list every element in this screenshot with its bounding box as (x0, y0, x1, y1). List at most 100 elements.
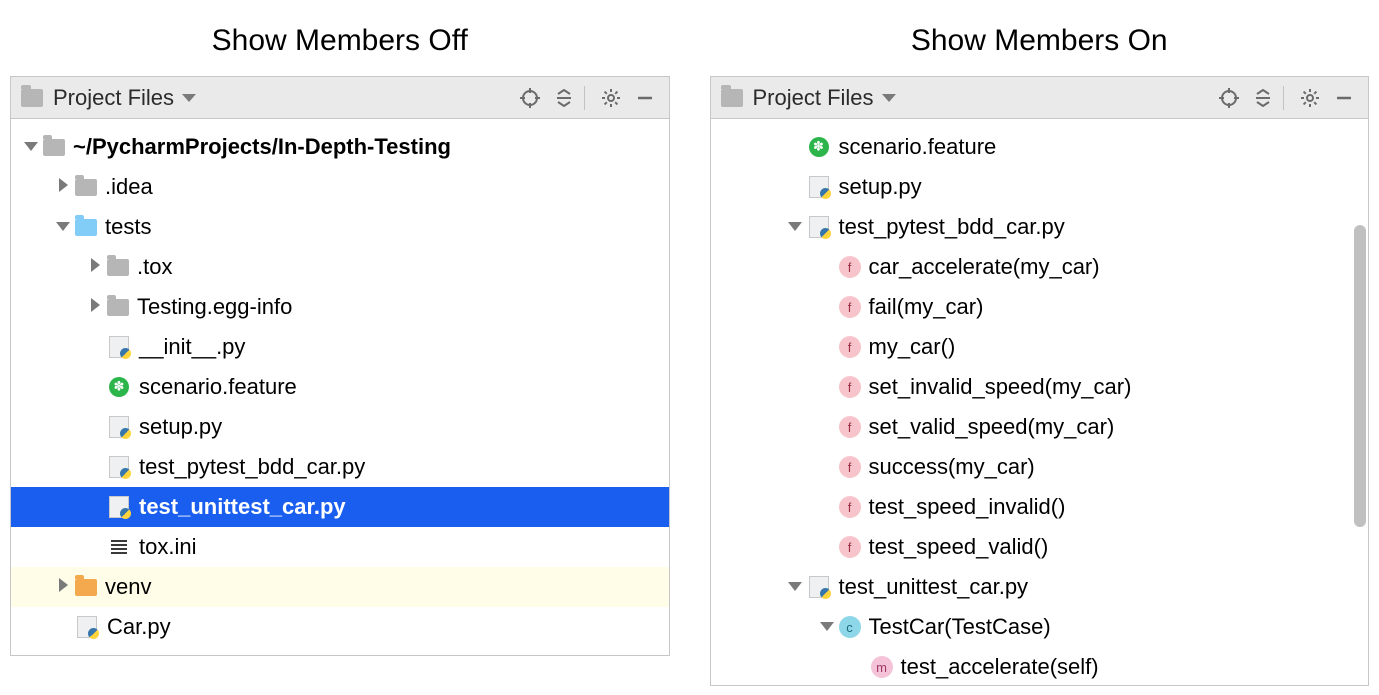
function-badge-icon: f (839, 336, 861, 358)
tree-item-label: .idea (105, 174, 153, 200)
tree-item-label: setup.py (139, 414, 222, 440)
tree-row[interactable]: ftest_speed_invalid() (711, 487, 1369, 527)
collapse-all-icon[interactable] (550, 84, 578, 112)
tree-row[interactable]: scenario.feature (711, 127, 1369, 167)
tree-row[interactable]: .tox (11, 247, 669, 287)
tree-row[interactable]: setup.py (11, 407, 669, 447)
tree-item-label: car_accelerate(my_car) (869, 254, 1100, 280)
tree-row[interactable]: test_pytest_bdd_car.py (711, 207, 1369, 247)
python-file-icon (807, 177, 831, 197)
folder-icon (107, 259, 129, 276)
tree-item-label: test_speed_valid() (869, 534, 1049, 560)
tree-arrow-collapsed-icon[interactable] (85, 258, 105, 277)
project-folder-icon (21, 89, 43, 107)
tree-arrow-expanded-icon[interactable] (21, 138, 41, 156)
tree-row[interactable]: ftest_speed_valid() (711, 527, 1369, 567)
python-file-icon (807, 217, 831, 237)
tree-arrow-collapsed-icon[interactable] (53, 178, 73, 197)
tree-row[interactable]: Testing.egg-info (11, 287, 669, 327)
tree-item-label: scenario.feature (839, 134, 997, 160)
tree-row[interactable]: tests (11, 207, 669, 247)
tree-left[interactable]: ~/PycharmProjects/In-Depth-Testing .idea t… (11, 119, 669, 655)
tree-item-label: test_unittest_car.py (839, 574, 1029, 600)
scrollbar-thumb[interactable] (1354, 225, 1366, 527)
tree-row[interactable]: test_pytest_bdd_car.py (11, 447, 669, 487)
project-dropdown-label[interactable]: Project Files (753, 85, 874, 111)
locate-icon[interactable] (1215, 84, 1243, 112)
tree-item-label: success(my_car) (869, 454, 1035, 480)
tree-item-label: .tox (137, 254, 172, 280)
function-badge-icon: f (839, 296, 861, 318)
python-file-icon (75, 617, 99, 637)
python-file-icon (107, 337, 131, 357)
tree-row[interactable]: mtest_accelerate(self) (711, 647, 1369, 687)
tree-item-label: my_car() (869, 334, 956, 360)
tree-row[interactable]: Car.py (11, 607, 669, 647)
tree-item-label: set_invalid_speed(my_car) (869, 374, 1132, 400)
locate-icon[interactable] (516, 84, 544, 112)
tree-item-label: fail(my_car) (869, 294, 984, 320)
tree-right[interactable]: scenario.feature setup.py test_pytest_bdd_… (711, 119, 1369, 695)
project-folder-icon (721, 89, 743, 107)
tree-arrow-collapsed-icon[interactable] (53, 578, 73, 597)
tree-item-label: scenario.feature (139, 374, 297, 400)
toolbar-separator (584, 86, 585, 110)
toolbar-right: Project Files (711, 77, 1369, 119)
tree-arrow-expanded-icon[interactable] (817, 618, 837, 636)
gear-icon[interactable] (597, 84, 625, 112)
project-dropdown-label[interactable]: Project Files (53, 85, 174, 111)
tree-item-label: __init__.py (139, 334, 245, 360)
tree-item-label: test_pytest_bdd_car.py (839, 214, 1065, 240)
function-badge-icon: f (839, 416, 861, 438)
tree-arrow-expanded-icon[interactable] (53, 218, 73, 236)
tree-item-label: Car.py (107, 614, 171, 640)
minimize-icon[interactable] (631, 84, 659, 112)
tree-row[interactable]: tox.ini (11, 527, 669, 567)
collapse-all-icon[interactable] (1249, 84, 1277, 112)
tree-arrow-collapsed-icon[interactable] (85, 298, 105, 317)
tree-row[interactable]: f set_valid_speed(my_car) (711, 407, 1369, 447)
tree-row[interactable]: .idea (11, 167, 669, 207)
folder-icon (75, 579, 97, 596)
panel-right-title: Show Members On (710, 0, 1370, 76)
tree-item-label: setup.py (839, 174, 922, 200)
tree-row[interactable]: cTestCar(TestCase) (711, 607, 1369, 647)
function-badge-icon: f (839, 456, 861, 478)
tree-item-label: TestCar(TestCase) (869, 614, 1051, 640)
tree-item-label: set_valid_speed(my_car) (869, 414, 1115, 440)
tree-item-label: test_unittest_car.py (139, 494, 346, 520)
function-badge-icon: f (839, 496, 861, 518)
tree-row[interactable]: test_unittest_car.py (11, 487, 669, 527)
minimize-icon[interactable] (1330, 84, 1358, 112)
tree-row[interactable]: test_unittest_car.py (711, 567, 1369, 607)
gear-icon[interactable] (1296, 84, 1324, 112)
tree-row[interactable]: f fail(my_car) (711, 287, 1369, 327)
tree-arrow-expanded-icon[interactable] (785, 218, 805, 236)
tree-row[interactable]: __init__.py (11, 327, 669, 367)
tree-row[interactable]: venv (11, 567, 669, 607)
toolbar-left: Project Files (11, 77, 669, 119)
tree-item-label: tests (105, 214, 151, 240)
tree-row[interactable]: f my_car() (711, 327, 1369, 367)
panel-left-wrap: Show Members Off Project Files ~/Pycharm… (10, 0, 670, 686)
tree-item-label: ~/PycharmProjects/In-Depth-Testing (73, 134, 451, 160)
python-file-icon (107, 497, 131, 517)
folder-icon (107, 299, 129, 316)
chevron-down-icon[interactable] (882, 94, 896, 102)
function-badge-icon: f (839, 376, 861, 398)
chevron-down-icon[interactable] (182, 94, 196, 102)
tree-row[interactable]: scenario.feature (11, 367, 669, 407)
feature-file-icon (107, 377, 131, 397)
tree-row[interactable]: ~/PycharmProjects/In-Depth-Testing (11, 127, 669, 167)
tree-row[interactable]: setup.py (711, 167, 1369, 207)
tree-item-label: Testing.egg-info (137, 294, 292, 320)
panel-right: Project Files scenario.feature setup.py te… (710, 76, 1370, 686)
tree-row[interactable]: fcar_accelerate(my_car) (711, 247, 1369, 287)
folder-icon (43, 139, 65, 156)
panel-left-title: Show Members Off (10, 0, 670, 76)
tree-arrow-expanded-icon[interactable] (785, 578, 805, 596)
feature-file-icon (807, 137, 831, 157)
tree-row[interactable]: f set_invalid_speed(my_car) (711, 367, 1369, 407)
tree-row[interactable]: f success(my_car) (711, 447, 1369, 487)
panel-right-wrap: Show Members On Project Files scenario.f… (710, 0, 1370, 686)
